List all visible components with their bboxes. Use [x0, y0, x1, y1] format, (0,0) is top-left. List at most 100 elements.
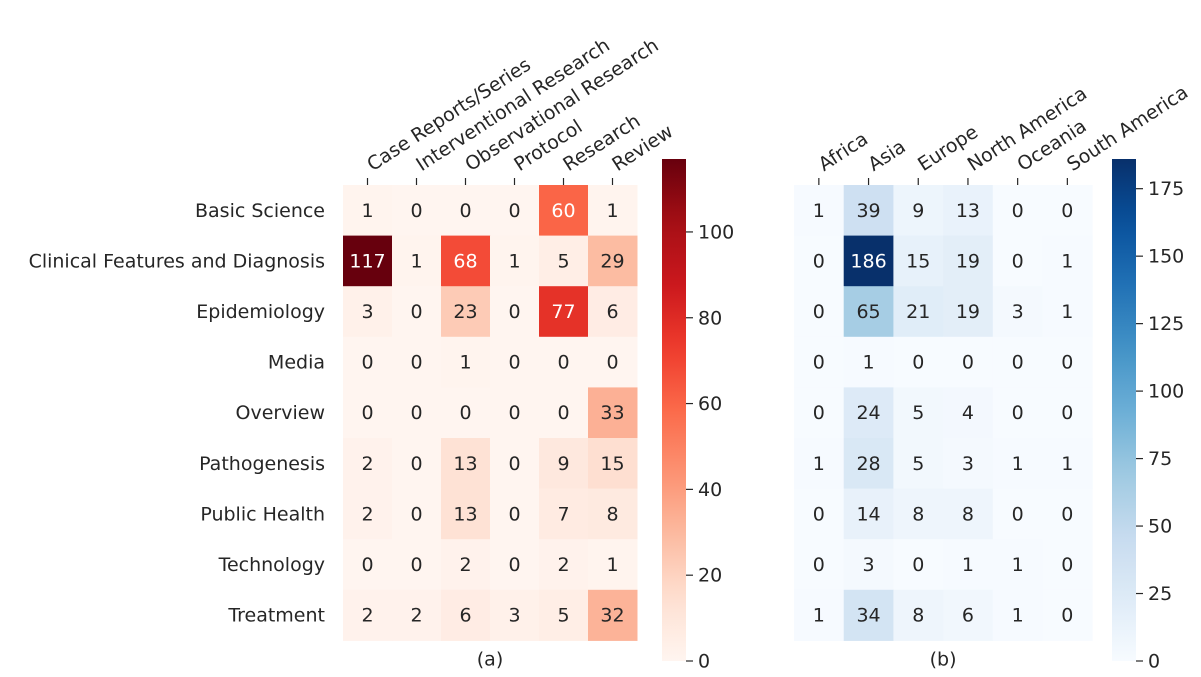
cell-label: 0: [508, 503, 520, 525]
cell-label: 0: [1061, 200, 1073, 222]
heatmap-cell: [1042, 488, 1093, 540]
heatmap-cell: [843, 589, 894, 641]
heatmap-cell: [588, 539, 638, 591]
cell-label: 15: [906, 250, 930, 272]
cell-label: 0: [1061, 605, 1073, 627]
cell-label: 0: [410, 554, 422, 576]
cell-label: 32: [600, 605, 624, 627]
colorbar-tick-label: 80: [698, 307, 722, 329]
heatmap-cell: [343, 387, 393, 439]
cell-label: 1: [863, 352, 875, 374]
heatmap-cell: [539, 387, 589, 439]
cell-label: 1: [813, 605, 825, 627]
heatmap-cell: [343, 589, 393, 641]
cell-label: 9: [912, 200, 924, 222]
heatmap-cell: [441, 286, 491, 338]
cell-label: 0: [912, 352, 924, 374]
cell-label: 24: [856, 402, 880, 424]
heatmap-cell: [539, 589, 589, 641]
heatmap-cell: [539, 438, 589, 490]
heatmap-cell: [794, 488, 845, 540]
heatmap-cell: [490, 235, 540, 287]
cell-label: 23: [453, 301, 477, 323]
heatmap-cell: [490, 387, 540, 439]
heatmap-cell: [392, 286, 442, 338]
cell-label: 0: [410, 402, 422, 424]
heatmap-cell: [794, 438, 845, 490]
heatmap-cell: [943, 185, 994, 237]
cell-label: 0: [962, 352, 974, 374]
cell-label: 0: [459, 402, 471, 424]
colorbar-tick-label: 75: [1148, 448, 1172, 470]
heatmap-cell: [1042, 387, 1093, 439]
heatmap-cell: [539, 336, 589, 388]
heatmap-cell: [392, 488, 442, 540]
heatmap-cell: [343, 235, 393, 287]
heatmap-cell: [441, 589, 491, 641]
cell-label: 3: [962, 453, 974, 475]
cell-label: 0: [361, 352, 373, 374]
heatmap-cell: [1042, 185, 1093, 237]
cell-label: 2: [361, 503, 373, 525]
cell-label: 186: [850, 250, 886, 272]
cell-label: 0: [361, 554, 373, 576]
cell-label: 29: [600, 250, 624, 272]
heatmap-cell: [343, 336, 393, 388]
heatmap-cell: [588, 336, 638, 388]
cell-label: 3: [863, 554, 875, 576]
colorbar-tick-label: 20: [698, 565, 722, 587]
cell-label: 4: [962, 402, 974, 424]
cell-label: 28: [856, 453, 880, 475]
heatmap-cell: [343, 539, 393, 591]
heatmap-cell: [392, 539, 442, 591]
cell-label: 0: [508, 301, 520, 323]
cell-label: 39: [856, 200, 880, 222]
cell-label: 0: [410, 200, 422, 222]
cell-label: 77: [551, 301, 575, 323]
heatmap-cell: [441, 488, 491, 540]
cell-label: 1: [410, 250, 422, 272]
cell-label: 65: [856, 301, 880, 323]
cell-label: 6: [606, 301, 618, 323]
cell-label: 5: [912, 402, 924, 424]
heatmap-cell: [441, 387, 491, 439]
heatmap-cell: [943, 589, 994, 641]
cell-label: 1: [1061, 250, 1073, 272]
heatmap-cell: [992, 539, 1043, 591]
heatmap-cell: [392, 387, 442, 439]
heatmap-cell: [539, 539, 589, 591]
cell-label: 1: [813, 200, 825, 222]
heatmap-cell: [588, 488, 638, 540]
heatmap-cell: [943, 387, 994, 439]
heatmap-cell: [794, 387, 845, 439]
cell-label: 0: [1061, 503, 1073, 525]
heatmap-cell: [843, 387, 894, 439]
heatmap-cell: [794, 235, 845, 287]
cell-label: 1: [1061, 301, 1073, 323]
colorbar-tick-label: 0: [1148, 651, 1160, 673]
cell-label: 2: [361, 605, 373, 627]
heatmap-cell: [392, 235, 442, 287]
heatmap-cell: [843, 488, 894, 540]
cell-label: 5: [557, 250, 569, 272]
cell-label: 1: [1012, 554, 1024, 576]
heatmap-cell: [943, 539, 994, 591]
heatmap-cell: [794, 336, 845, 388]
row-label: Overview: [236, 402, 325, 424]
cell-label: 0: [912, 554, 924, 576]
cell-label: 13: [956, 200, 980, 222]
cell-label: 0: [508, 554, 520, 576]
cell-label: 1: [361, 200, 373, 222]
row-label: Basic Science: [195, 200, 325, 222]
heatmap-cell: [490, 185, 540, 237]
cell-label: 15: [600, 453, 624, 475]
colorbar-tick-label: 60: [698, 393, 722, 415]
heatmap-cell: [992, 387, 1043, 439]
cell-label: 1: [606, 200, 618, 222]
heatmap-cell: [539, 235, 589, 287]
row-label: Treatment: [227, 605, 325, 627]
colorbar-tick-label: 175: [1148, 178, 1184, 200]
heatmap-cell: [539, 185, 589, 237]
heatmap-cell: [843, 235, 894, 287]
cell-label: 0: [508, 402, 520, 424]
